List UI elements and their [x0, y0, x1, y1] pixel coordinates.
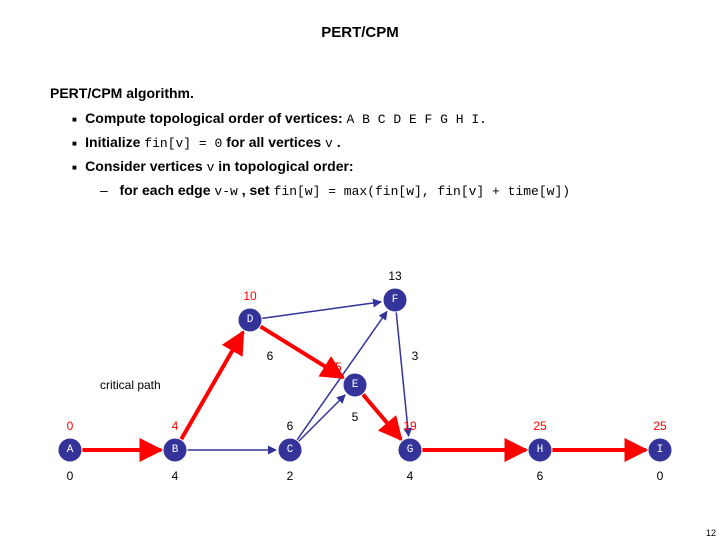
- svg-text:3: 3: [412, 349, 419, 363]
- svg-text:15: 15: [328, 360, 342, 374]
- svg-text:5: 5: [352, 410, 359, 424]
- pert-graph: A B C D E F G H I 0 4 6 10 15 13 19 25 25 0 4 2 6 5 3 4 6 0: [0, 0, 720, 540]
- svg-text:4: 4: [407, 469, 414, 483]
- svg-text:F: F: [392, 294, 399, 306]
- svg-text:G: G: [407, 444, 414, 456]
- svg-text:2: 2: [287, 469, 294, 483]
- svg-text:4: 4: [172, 419, 179, 433]
- svg-text:A: A: [67, 444, 74, 456]
- svg-text:0: 0: [67, 469, 74, 483]
- svg-text:H: H: [537, 444, 544, 456]
- svg-text:6: 6: [287, 419, 294, 433]
- svg-text:B: B: [172, 444, 179, 456]
- svg-text:25: 25: [653, 419, 667, 433]
- svg-text:6: 6: [537, 469, 544, 483]
- svg-text:13: 13: [388, 269, 402, 283]
- svg-text:10: 10: [243, 289, 257, 303]
- page-number: 12: [706, 528, 716, 538]
- svg-text:C: C: [287, 444, 294, 456]
- svg-text:25: 25: [533, 419, 547, 433]
- svg-text:6: 6: [267, 349, 274, 363]
- svg-text:E: E: [352, 379, 359, 391]
- svg-text:D: D: [247, 314, 254, 326]
- svg-text:19: 19: [403, 419, 417, 433]
- svg-text:I: I: [657, 444, 664, 456]
- svg-text:0: 0: [657, 469, 664, 483]
- svg-text:4: 4: [172, 469, 179, 483]
- svg-text:0: 0: [67, 419, 74, 433]
